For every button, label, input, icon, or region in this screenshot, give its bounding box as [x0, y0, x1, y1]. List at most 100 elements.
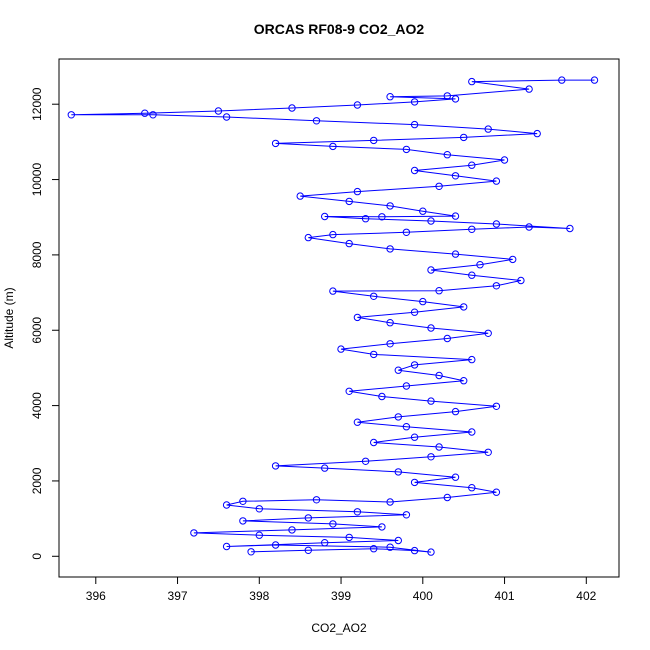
x-axis-label: CO2_AO2	[311, 621, 367, 635]
data-point	[370, 545, 378, 553]
data-point	[337, 345, 345, 353]
x-axis: 396 397 398 399 400 401 402	[86, 576, 597, 603]
data-point	[345, 197, 353, 206]
data-point	[468, 225, 476, 234]
data-point	[255, 531, 263, 539]
data-point	[451, 407, 460, 416]
data-point	[443, 334, 451, 343]
data-point	[329, 520, 337, 528]
data-point	[402, 423, 411, 431]
data-point	[386, 245, 394, 253]
data-point	[239, 497, 247, 505]
data-point	[419, 207, 427, 215]
data-point	[427, 266, 435, 274]
data-point	[492, 402, 501, 410]
data-point	[345, 239, 353, 248]
data-point	[419, 297, 427, 306]
data-point	[255, 505, 263, 513]
data-point	[321, 212, 329, 221]
y-tick-label: 8000	[30, 241, 44, 268]
data-point	[468, 77, 476, 86]
data-point	[443, 151, 451, 159]
data-point	[451, 172, 460, 180]
data-point	[271, 541, 280, 549]
data-point	[492, 488, 501, 496]
y-tick-label: 6000	[30, 317, 44, 344]
data-point	[468, 161, 476, 169]
data-point	[378, 392, 386, 401]
data-point	[402, 228, 411, 237]
data-point	[525, 223, 533, 231]
data-point	[345, 387, 353, 395]
data-point	[386, 340, 394, 348]
data-point	[361, 457, 370, 465]
data-point	[451, 95, 460, 103]
x-tick-label: 398	[249, 589, 269, 603]
data-point	[378, 213, 386, 221]
data-point	[410, 433, 419, 441]
data-point	[353, 101, 362, 109]
y-tick-label: 12000	[30, 87, 44, 121]
x-tick-label: 400	[413, 589, 433, 603]
data-point	[443, 92, 451, 100]
data-point	[558, 76, 566, 84]
data-point	[329, 142, 337, 151]
chart-title: ORCAS RF08-9 CO2_AO2	[254, 21, 425, 37]
data-point	[402, 382, 411, 390]
data-point	[435, 287, 443, 295]
data-point	[370, 292, 378, 300]
data-point	[271, 139, 280, 148]
x-tick-label: 397	[168, 589, 188, 603]
data-point	[517, 276, 525, 285]
data-point	[460, 303, 468, 311]
data-point	[386, 93, 394, 101]
data-point	[492, 220, 501, 228]
data-point	[410, 120, 419, 129]
data-point	[353, 187, 362, 196]
data-point	[394, 366, 402, 374]
x-tick-label: 402	[576, 589, 596, 603]
data-point	[410, 546, 419, 555]
data-point	[394, 413, 402, 421]
data-series	[67, 76, 599, 556]
data-point	[296, 192, 304, 200]
data-point	[500, 156, 509, 164]
data-point	[361, 215, 370, 223]
data-point	[321, 464, 329, 472]
data-point	[288, 526, 296, 534]
data-point	[566, 224, 574, 233]
data-point	[443, 493, 451, 502]
data-point	[288, 104, 296, 112]
data-point	[427, 548, 435, 556]
data-point	[190, 529, 198, 537]
data-point	[378, 523, 386, 531]
data-point	[394, 468, 402, 476]
data-point	[321, 539, 329, 547]
data-point	[214, 107, 223, 115]
data-point	[451, 212, 460, 220]
data-point	[304, 546, 312, 554]
data-point	[460, 377, 468, 385]
data-point	[435, 371, 443, 380]
data-point	[468, 271, 476, 279]
data-point	[149, 111, 157, 119]
plot-frame	[58, 58, 620, 578]
data-point	[410, 308, 419, 316]
data-point	[329, 230, 337, 239]
data-point	[386, 319, 394, 327]
data-point	[370, 438, 378, 447]
data-point	[222, 501, 231, 509]
data-point	[271, 462, 280, 470]
data-point	[427, 324, 435, 332]
data-point	[247, 548, 255, 556]
data-point	[484, 125, 492, 133]
y-axis-label: Altitude (m)	[2, 287, 16, 348]
data-point	[492, 177, 501, 185]
data-point	[435, 443, 443, 451]
y-tick-label: 4000	[30, 392, 44, 419]
data-point	[427, 217, 435, 225]
data-point	[427, 453, 435, 461]
data-point	[386, 543, 394, 551]
data-point	[590, 76, 599, 84]
data-point	[345, 533, 353, 542]
